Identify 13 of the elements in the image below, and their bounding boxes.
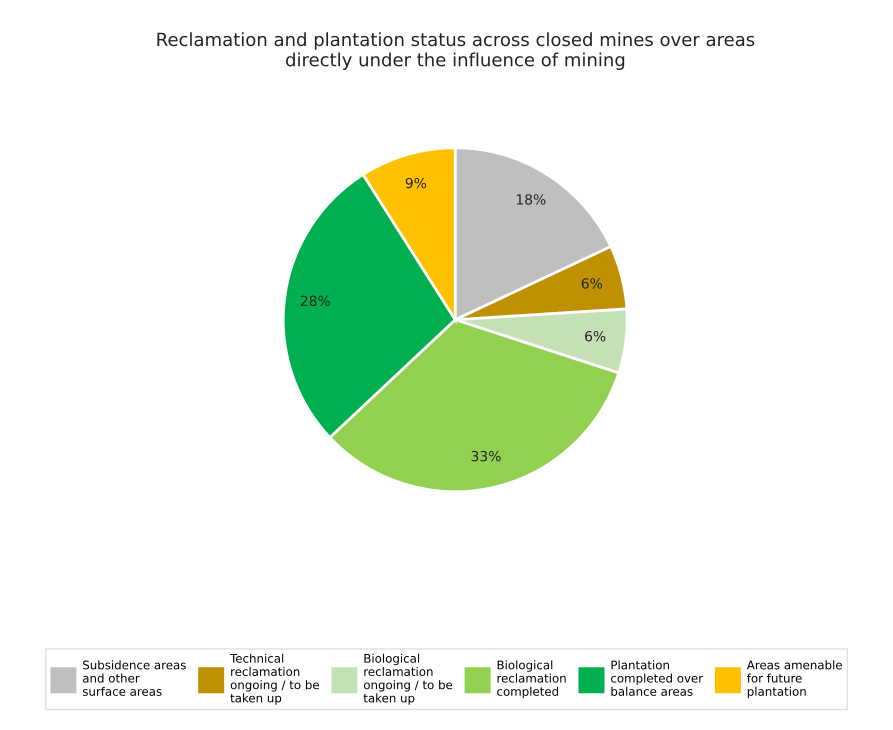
legend-label: Biological reclamation completed (497, 660, 566, 698)
chart-title: Reclamation and plantation status across closed mines over areas directly under the influence of mining (157, 32, 754, 70)
legend-label: Technical reclamation ongoing / to be taken up (230, 654, 319, 705)
legend-label: Biological reclamation ongoing / to be taken up (364, 654, 452, 705)
legend-label: Plantation completed over balance areas (611, 660, 704, 696)
legend-label: Subsidence areas and other surface areas (82, 660, 186, 696)
data-label: 9% (406, 178, 426, 188)
data-label: 18% (516, 194, 546, 205)
data-label: 6% (582, 278, 602, 289)
data-label: 33% (472, 450, 501, 462)
legend-label: Areas amenable for future plantation (746, 660, 842, 698)
data-label: 28% (300, 296, 330, 306)
data-label: 6% (585, 330, 606, 342)
